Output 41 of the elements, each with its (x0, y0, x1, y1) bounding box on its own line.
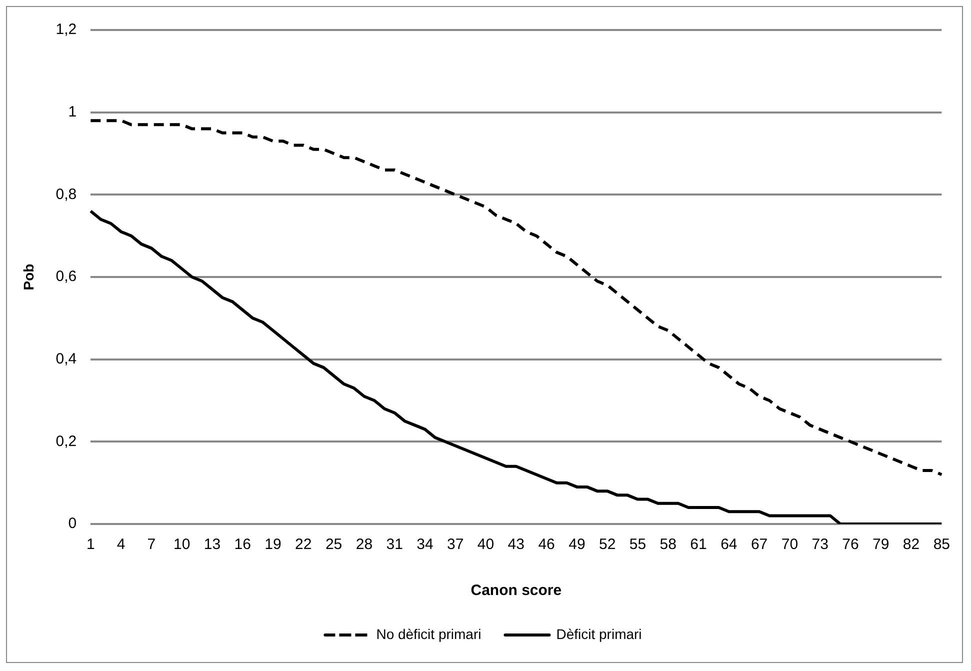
x-tick-label: 46 (538, 536, 555, 554)
x-tick-label: 16 (234, 536, 251, 554)
x-tick-label: 70 (781, 536, 798, 554)
x-tick-label: 52 (598, 536, 616, 554)
legend-label: Dèficit primari (556, 626, 642, 642)
x-tick-label: 25 (325, 536, 342, 554)
x-tick-label: 1 (86, 536, 95, 554)
x-tick-label: 64 (720, 536, 738, 554)
y-tick-label: 0,4 (56, 350, 77, 368)
line-series (89, 119, 944, 476)
x-tick-label: 31 (386, 536, 403, 554)
x-tick-label: 4 (116, 536, 126, 554)
x-tick-label: 10 (173, 536, 190, 554)
y-axis-title: Pob (20, 264, 36, 290)
x-tick-label: 61 (690, 536, 707, 554)
y-tick-label: 1 (68, 103, 77, 120)
y-tick-label: 0 (68, 515, 77, 532)
x-tick-label: 79 (872, 536, 890, 554)
y-tick-label: 0,6 (56, 268, 77, 286)
x-tick-label: 43 (508, 536, 524, 554)
x-tick-label: 37 (447, 536, 464, 554)
x-tick-label: 40 (477, 536, 494, 554)
x-tick-label: 7 (147, 536, 156, 554)
x-tick-label: 13 (204, 536, 221, 554)
x-tick-label: 22 (295, 536, 312, 554)
x-tick-label: 49 (568, 536, 586, 554)
x-tick-label: 19 (264, 536, 282, 554)
x-axis-title: Canon score (470, 582, 562, 600)
y-tick-label: 0,2 (56, 432, 77, 450)
x-tick-label: 58 (660, 536, 676, 554)
x-tick-label: 67 (750, 536, 768, 554)
x-tick-label: 28 (356, 536, 373, 554)
x-tick-label: 82 (902, 536, 920, 554)
y-tick-label: 1,2 (56, 21, 77, 38)
y-tick-label: 0,8 (56, 186, 77, 203)
x-tick-label: 76 (842, 536, 859, 554)
x-tick-label: 34 (416, 536, 434, 554)
x-tick-label: 55 (629, 536, 646, 554)
x-tick-label: 73 (812, 536, 828, 554)
legend-label: No dèficit primari (376, 626, 482, 642)
x-tick-label: 85 (933, 536, 950, 554)
